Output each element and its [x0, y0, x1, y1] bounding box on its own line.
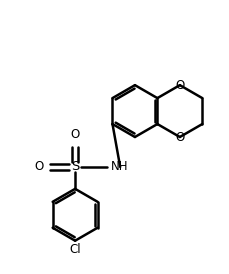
Text: O: O [174, 79, 184, 92]
Text: O: O [34, 160, 43, 173]
Text: O: O [70, 128, 79, 141]
Text: S: S [71, 160, 79, 173]
Text: O: O [174, 130, 184, 144]
Text: NH: NH [110, 160, 128, 173]
Text: Cl: Cl [69, 243, 81, 256]
